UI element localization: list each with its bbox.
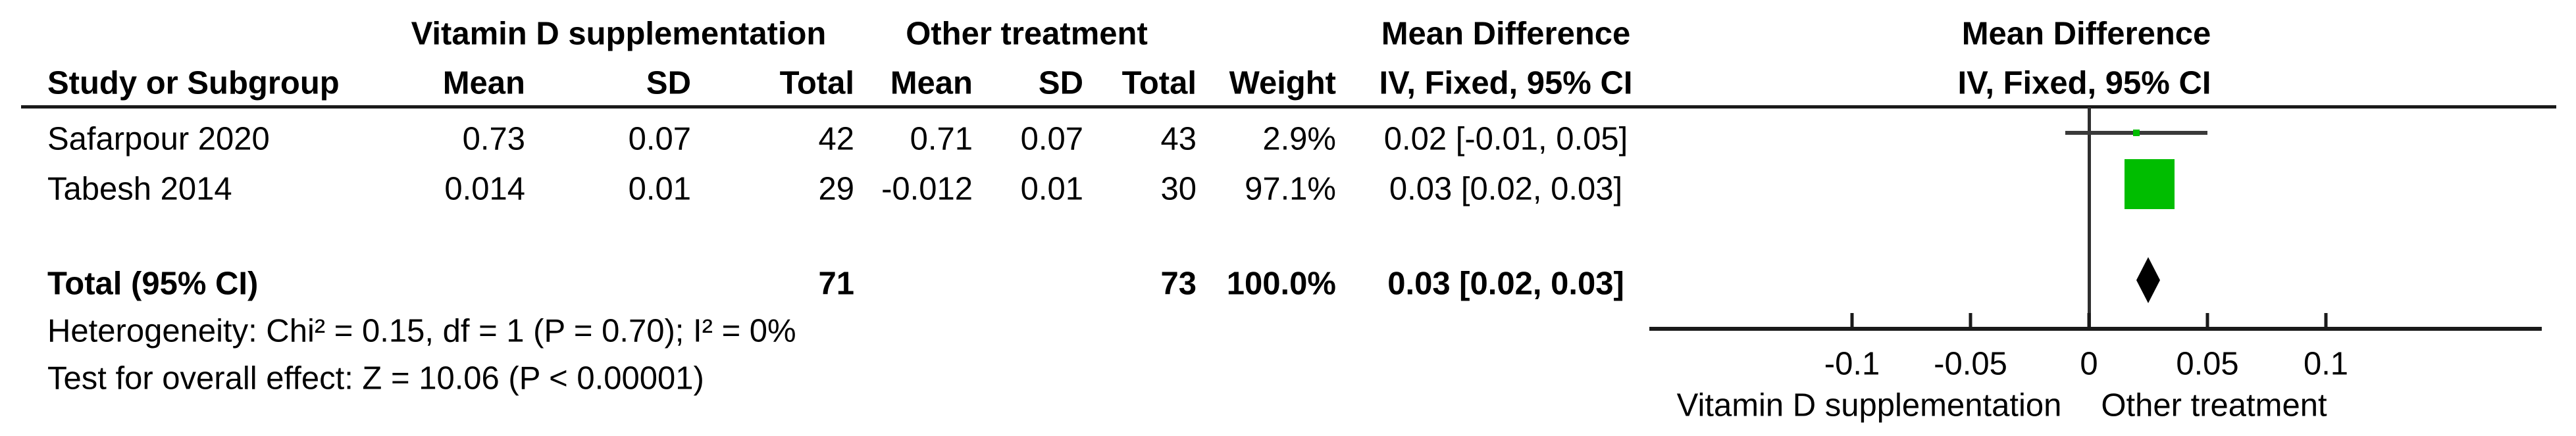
col-header-sd1: SD — [646, 65, 691, 101]
axis-tick-label: 0.1 — [2303, 346, 2349, 382]
zero-reference-line — [2088, 107, 2091, 329]
header-separator-line — [21, 105, 2556, 109]
x-axis-line — [1649, 327, 2542, 331]
sd1-value: 0.07 — [628, 121, 691, 157]
axis-tick — [2205, 313, 2209, 329]
axis-tick-label: 0 — [2080, 346, 2098, 382]
axis-tick — [2087, 313, 2091, 329]
sd2-value: 0.01 — [1020, 171, 1083, 207]
mean1-value: 0.73 — [462, 121, 525, 157]
axis-tick — [1969, 313, 1972, 329]
sd1-value: 0.01 — [628, 171, 691, 207]
total-row-n2: 73 — [1160, 266, 1197, 302]
ci-text: 0.03 [0.02, 0.03] — [1389, 171, 1623, 207]
plot-header-line2: IV, Fixed, 95% CI — [1957, 65, 2211, 101]
heterogeneity-text: Heterogeneity: Chi² = 0.15, df = 1 (P = … — [47, 313, 796, 349]
weight-value: 2.9% — [1262, 121, 1336, 157]
total-row-label: Total (95% CI) — [47, 266, 259, 302]
axis-tick-label: -0.1 — [1824, 346, 1880, 382]
mean2-value: 0.71 — [910, 121, 973, 157]
mean1-value: 0.014 — [444, 171, 525, 207]
total-row-weight: 100.0% — [1226, 266, 1336, 302]
total1-value: 42 — [818, 121, 854, 157]
favours-right-label: Other treatment — [2101, 387, 2327, 424]
axis-tick — [2324, 313, 2328, 329]
total1-value: 29 — [818, 171, 854, 207]
group2-header: Other treatment — [906, 16, 1148, 52]
ci-text: 0.02 [-0.01, 0.05] — [1383, 121, 1628, 157]
col-header-sd2: SD — [1038, 65, 1083, 101]
md-column-header: Mean Difference — [1381, 16, 1631, 52]
study-name: Safarpour 2020 — [47, 121, 270, 157]
mean2-value: -0.012 — [881, 171, 973, 207]
col-header-total2: Total — [1121, 65, 1197, 101]
total-row-ci: 0.03 [0.02, 0.03] — [1387, 266, 1624, 302]
weight-value: 97.1% — [1245, 171, 1336, 207]
study-name: Tabesh 2014 — [47, 171, 232, 207]
favours-left-label: Vitamin D supplementation — [1676, 387, 2062, 424]
sd2-value: 0.07 — [1020, 121, 1083, 157]
total-row-n1: 71 — [818, 266, 854, 302]
col-header-total1: Total — [779, 65, 854, 101]
col-header-mean1: Mean — [442, 65, 525, 101]
col-header-mean2: Mean — [890, 65, 973, 101]
pooled-effect-diamond — [2136, 257, 2160, 303]
axis-tick — [1850, 313, 1854, 329]
plot-header: Mean Difference — [1961, 16, 2211, 52]
col-header-study: Study or Subgroup — [47, 65, 340, 101]
weight-square-marker — [2133, 130, 2140, 136]
axis-tick-label: -0.05 — [1934, 346, 2007, 382]
group1-header: Vitamin D supplementation — [411, 16, 827, 52]
col-header-ci: IV, Fixed, 95% CI — [1379, 65, 1633, 101]
axis-tick-label: 0.05 — [2176, 346, 2239, 382]
weight-square-marker — [2124, 159, 2175, 209]
col-header-weight: Weight — [1229, 65, 1336, 101]
total2-value: 30 — [1160, 171, 1197, 207]
total2-value: 43 — [1160, 121, 1197, 157]
overall-effect-text: Test for overall effect: Z = 10.06 (P < … — [47, 360, 704, 397]
